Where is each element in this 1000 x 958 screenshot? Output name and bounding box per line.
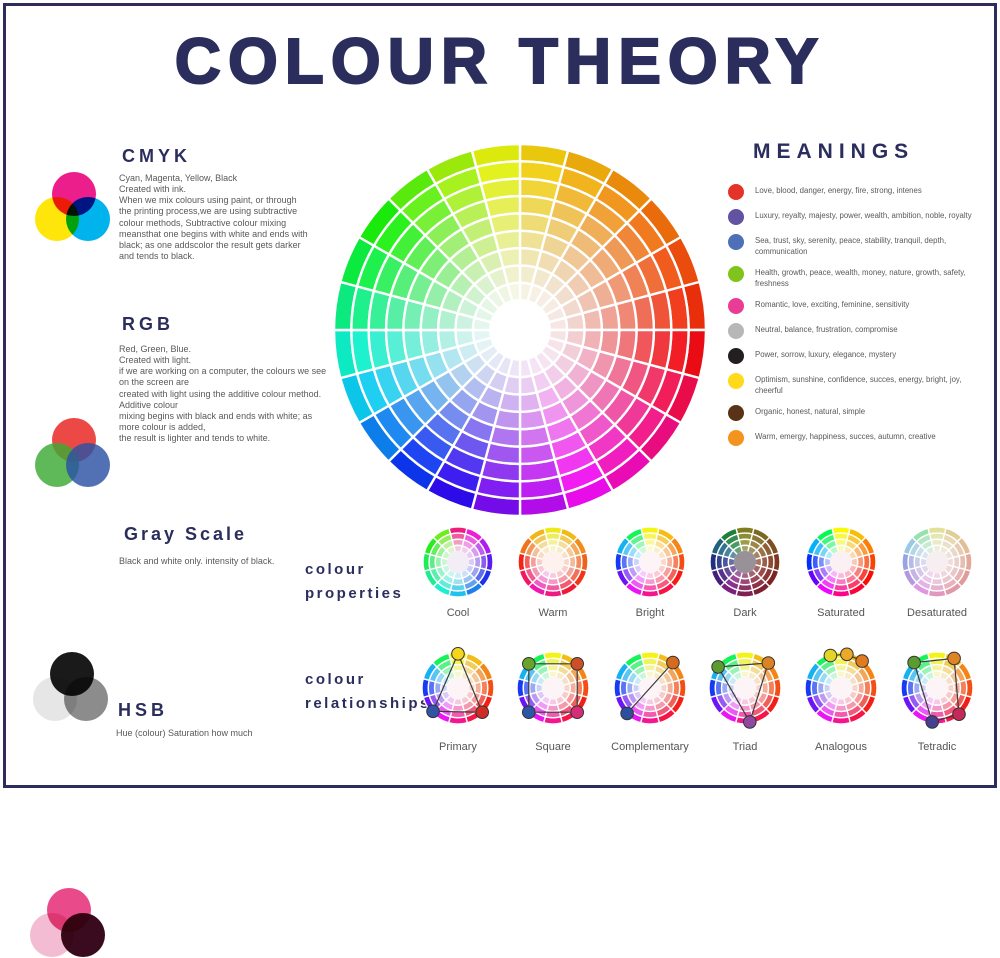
meaning-item: Warm, emergy, happiness, succes, autumn,…: [728, 430, 990, 447]
relationships-label-line1: colour: [305, 671, 366, 688]
meaning-item: Health, growth, peace, wealth, money, na…: [728, 266, 990, 289]
cmyk-heading: CMYK: [122, 146, 191, 166]
meaning-item: Sea, trust, sky, serenity, peace, stabil…: [728, 234, 990, 257]
meaning-color-dot: [728, 323, 744, 340]
wheel-label: Triad: [732, 741, 758, 753]
wheel-triad: Triad: [699, 642, 791, 753]
rgb-heading: RGB: [122, 314, 174, 334]
wheel-dark: Dark: [699, 524, 791, 619]
meaning-color-dot: [728, 373, 744, 390]
wheel-primary: Primary: [412, 642, 504, 753]
meaning-text: Organic, honest, natural, simple: [755, 407, 866, 417]
meanings-heading: MEANINGS: [753, 140, 915, 163]
wheel-tetradic: Tetradic: [891, 642, 983, 753]
wheel-desaturated: Desaturated: [891, 524, 983, 619]
properties-label-line1: colour: [305, 561, 366, 578]
meaning-color-dot: [728, 405, 744, 422]
wheel-analogous: Analogous: [795, 642, 887, 753]
rgb-description: Red, Green, Blue. Created with light. if…: [119, 344, 327, 444]
page-title: COLOUR THEORY: [174, 24, 826, 98]
wheel-label: Bright: [635, 607, 665, 619]
wheel-label: Warm: [538, 607, 568, 619]
meaning-color-dot: [728, 430, 744, 447]
cmyk-description: Cyan, Magenta, Yellow, Black Created wit…: [119, 173, 308, 262]
wheel-warm: Warm: [507, 524, 599, 619]
meaning-text: Optimism, sunshine, confidence, succes, …: [755, 375, 962, 395]
relationships-label: colour relationships: [305, 668, 431, 716]
properties-label-line2: properties: [305, 585, 404, 602]
hsb-description: Hue (colour) Saturation how much: [116, 728, 253, 738]
wheel-label: Tetradic: [917, 741, 957, 753]
wheel-label: Dark: [733, 607, 757, 619]
relationships-label-line2: relationships: [305, 695, 431, 712]
wheel-saturated: Saturated: [795, 524, 887, 619]
meaning-text: Love, blood, danger, energy, fire, stron…: [755, 186, 922, 195]
meaning-item: Organic, honest, natural, simple: [728, 405, 990, 422]
meaning-item: Optimism, sunshine, confidence, succes, …: [728, 373, 990, 396]
wheel-label: Square: [535, 741, 571, 753]
grayscale-icon: [33, 652, 111, 722]
rgb-icon: [35, 418, 113, 488]
meaning-text: Sea, trust, sky, serenity, peace, stabil…: [755, 236, 947, 256]
wheel-complementary: Complementary: [604, 642, 696, 753]
meaning-color-dot: [728, 266, 744, 283]
meaning-color-dot: [728, 209, 744, 225]
meaning-text: Romantic, love, exciting, feminine, sens…: [755, 300, 910, 310]
wheel-label: Complementary: [611, 741, 689, 753]
meaning-color-dot: [728, 348, 744, 365]
meaning-text: Warm, emergy, happiness, succes, autumn,…: [755, 432, 936, 442]
meaning-color-dot: [728, 298, 744, 315]
meaning-text: Luxury, reyalty, majesty, power, wealth,…: [755, 211, 972, 220]
meaning-text: Power, sorrow, luxury, elegance, mystery: [755, 350, 897, 360]
meaning-text: Health, growth, peace, wealth, money, na…: [755, 268, 966, 288]
meaning-color-dot: [728, 184, 744, 200]
meaning-item: Romantic, love, exciting, feminine, sens…: [728, 298, 990, 315]
colour-wheel: [328, 138, 712, 522]
cmyk-icon: [35, 172, 113, 242]
wheel-label: Saturated: [817, 607, 865, 619]
properties-label: colour properties: [305, 558, 403, 606]
meaning-item: Power, sorrow, luxury, elegance, mystery: [728, 348, 990, 365]
wheel-label: Desaturated: [907, 607, 967, 619]
meanings-list: Love, blood, danger, energy, fire, stron…: [728, 184, 990, 455]
wheel-label: Analogous: [815, 741, 867, 753]
grayscale-heading: Gray Scale: [124, 524, 248, 544]
meaning-color-dot: [728, 234, 744, 250]
meaning-item: Luxury, reyalty, majesty, power, wealth,…: [728, 209, 990, 225]
hsb-heading: HSB: [118, 700, 169, 720]
wheel-cool: Cool: [412, 524, 504, 619]
wheel-label: Cool: [446, 607, 470, 619]
meaning-text: Neutral, balance, frustration, compromis…: [755, 325, 898, 335]
meaning-item: Neutral, balance, frustration, compromis…: [728, 323, 990, 340]
meaning-item: Love, blood, danger, energy, fire, stron…: [728, 184, 990, 200]
hsb-icon: [30, 888, 108, 958]
wheel-bright: Bright: [604, 524, 696, 619]
wheel-label: Primary: [439, 741, 477, 753]
wheel-square: Square: [507, 642, 599, 753]
grayscale-description: Black and white only. intensity of black…: [119, 556, 275, 566]
